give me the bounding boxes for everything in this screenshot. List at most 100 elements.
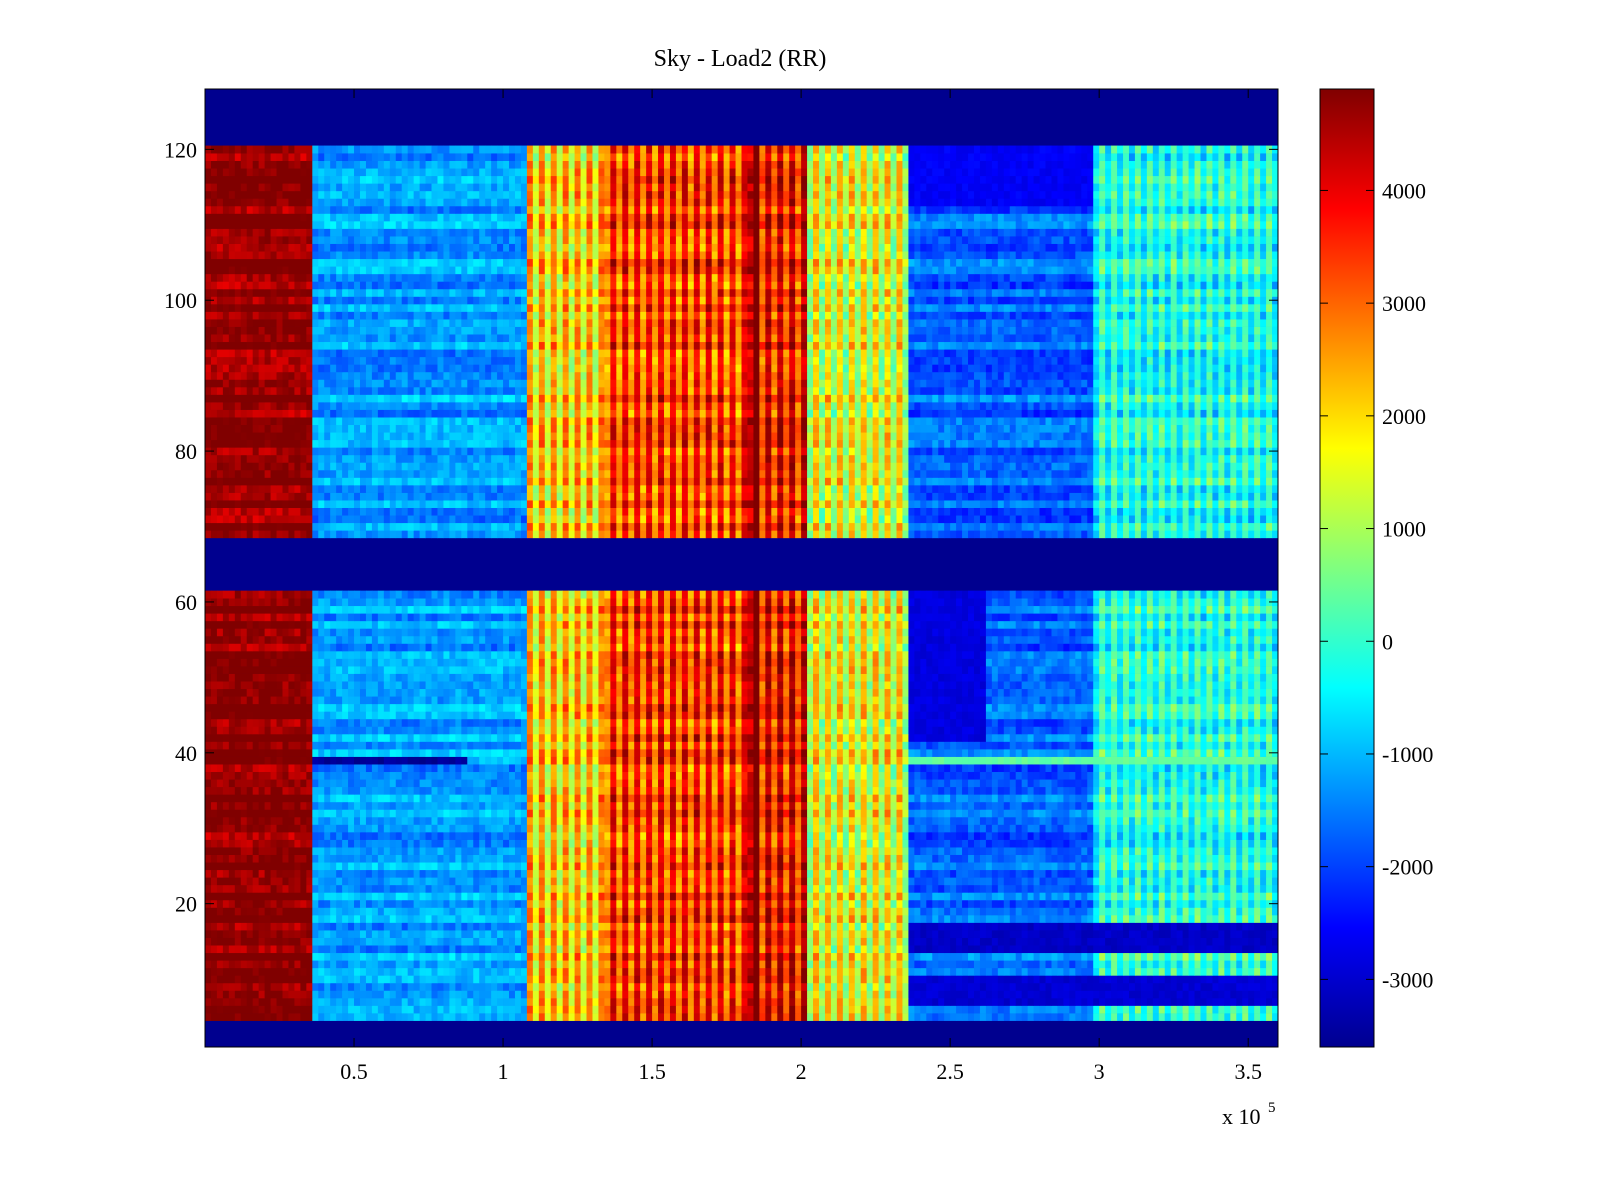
heatmap-cell xyxy=(956,998,962,1006)
heatmap-cell xyxy=(1022,983,1028,991)
heatmap-cell xyxy=(1099,975,1105,983)
heatmap-cell xyxy=(372,847,378,855)
heatmap-cell xyxy=(1016,862,1022,870)
heatmap-cell xyxy=(1195,945,1201,953)
heatmap-cell xyxy=(1057,870,1063,878)
heatmap-cell xyxy=(354,900,360,908)
heatmap-cell xyxy=(426,885,432,893)
heatmap-cell xyxy=(801,998,807,1006)
heatmap-cell xyxy=(348,945,354,953)
heatmap-cell xyxy=(366,877,372,885)
heatmap-cell xyxy=(914,885,920,893)
heatmap-cell xyxy=(288,930,294,938)
heatmap-cell xyxy=(1010,1006,1016,1014)
heatmap-cell xyxy=(694,998,700,1006)
heatmap-cell xyxy=(247,938,253,946)
heatmap-cell xyxy=(670,877,676,885)
heatmap-cell xyxy=(807,862,813,870)
heatmap-cell xyxy=(575,907,581,915)
heatmap-cell xyxy=(1117,877,1123,885)
heatmap-cell xyxy=(795,885,801,893)
heatmap-cell xyxy=(366,885,372,893)
heatmap-cell xyxy=(390,983,396,991)
heatmap-cell xyxy=(610,900,616,908)
heatmap-cell xyxy=(1183,907,1189,915)
heatmap-cell xyxy=(902,998,908,1006)
heatmap-cell xyxy=(449,855,455,863)
heatmap-cell xyxy=(1153,990,1159,998)
heatmap-cell xyxy=(1177,1006,1183,1014)
heatmap-cell xyxy=(801,862,807,870)
heatmap-cell xyxy=(366,847,372,855)
heatmap-cell xyxy=(610,983,616,991)
heatmap-cell xyxy=(1075,915,1081,923)
heatmap-cell xyxy=(348,923,354,931)
heatmap-cell xyxy=(1034,960,1040,968)
heatmap-cell xyxy=(980,960,986,968)
heatmap-cell xyxy=(694,809,700,817)
heatmap-cell xyxy=(473,983,479,991)
heatmap-cell xyxy=(503,900,509,908)
heatmap-cell xyxy=(676,990,682,998)
heatmap-cell xyxy=(765,892,771,900)
heatmap-cell xyxy=(229,953,235,961)
heatmap-cell xyxy=(807,892,813,900)
heatmap-cell xyxy=(306,907,312,915)
heatmap-cell xyxy=(479,975,485,983)
heatmap-cell xyxy=(974,960,980,968)
heatmap-cell xyxy=(515,990,521,998)
heatmap-cell xyxy=(539,915,545,923)
heatmap-cell xyxy=(551,870,557,878)
heatmap-cell xyxy=(455,892,461,900)
heatmap-cell xyxy=(294,900,300,908)
heatmap-cell xyxy=(1087,1006,1093,1014)
heatmap-cell xyxy=(1099,998,1105,1006)
heatmap-cell xyxy=(938,892,944,900)
heatmap-cell xyxy=(1272,968,1278,976)
heatmap-cell xyxy=(1046,953,1052,961)
heatmap-cell xyxy=(1141,923,1147,931)
heatmap-cell xyxy=(646,862,652,870)
heatmap-cell xyxy=(1177,824,1183,832)
heatmap-cell xyxy=(229,968,235,976)
heatmap-cell xyxy=(324,892,330,900)
heatmap-cell xyxy=(753,915,759,923)
heatmap-cell xyxy=(408,885,414,893)
heatmap-cell xyxy=(1111,915,1117,923)
heatmap-cell xyxy=(646,817,652,825)
heatmap-cell xyxy=(1117,990,1123,998)
heatmap-cell xyxy=(545,862,551,870)
heatmap-cell xyxy=(253,975,259,983)
heatmap-cell xyxy=(932,945,938,953)
heatmap-cell xyxy=(515,832,521,840)
heatmap-cell xyxy=(980,998,986,1006)
heatmap-cell xyxy=(873,870,879,878)
heatmap-cell xyxy=(831,915,837,923)
heatmap-cell xyxy=(288,862,294,870)
heatmap-cell xyxy=(718,862,724,870)
heatmap-cell xyxy=(998,817,1004,825)
heatmap-cell xyxy=(1171,900,1177,908)
heatmap-cell xyxy=(372,900,378,908)
heatmap-cell xyxy=(742,960,748,968)
heatmap-cell xyxy=(950,892,956,900)
heatmap-cell xyxy=(318,907,324,915)
heatmap-cell xyxy=(259,998,265,1006)
heatmap-cell xyxy=(312,1006,318,1014)
heatmap-cell xyxy=(1069,953,1075,961)
heatmap-cell xyxy=(521,983,527,991)
heatmap-cell xyxy=(1242,877,1248,885)
heatmap-cell xyxy=(1218,960,1224,968)
heatmap-cell xyxy=(426,923,432,931)
heatmap-cell xyxy=(1177,855,1183,863)
heatmap-cell xyxy=(885,968,891,976)
heatmap-cell xyxy=(926,930,932,938)
heatmap-cell xyxy=(598,998,604,1006)
heatmap-cell xyxy=(318,892,324,900)
heatmap-cell xyxy=(1129,968,1135,976)
heatmap-cell xyxy=(1260,847,1266,855)
heatmap-cell xyxy=(819,915,825,923)
heatmap-cell xyxy=(1040,960,1046,968)
heatmap-cell xyxy=(616,923,622,931)
heatmap-cell xyxy=(1183,855,1189,863)
